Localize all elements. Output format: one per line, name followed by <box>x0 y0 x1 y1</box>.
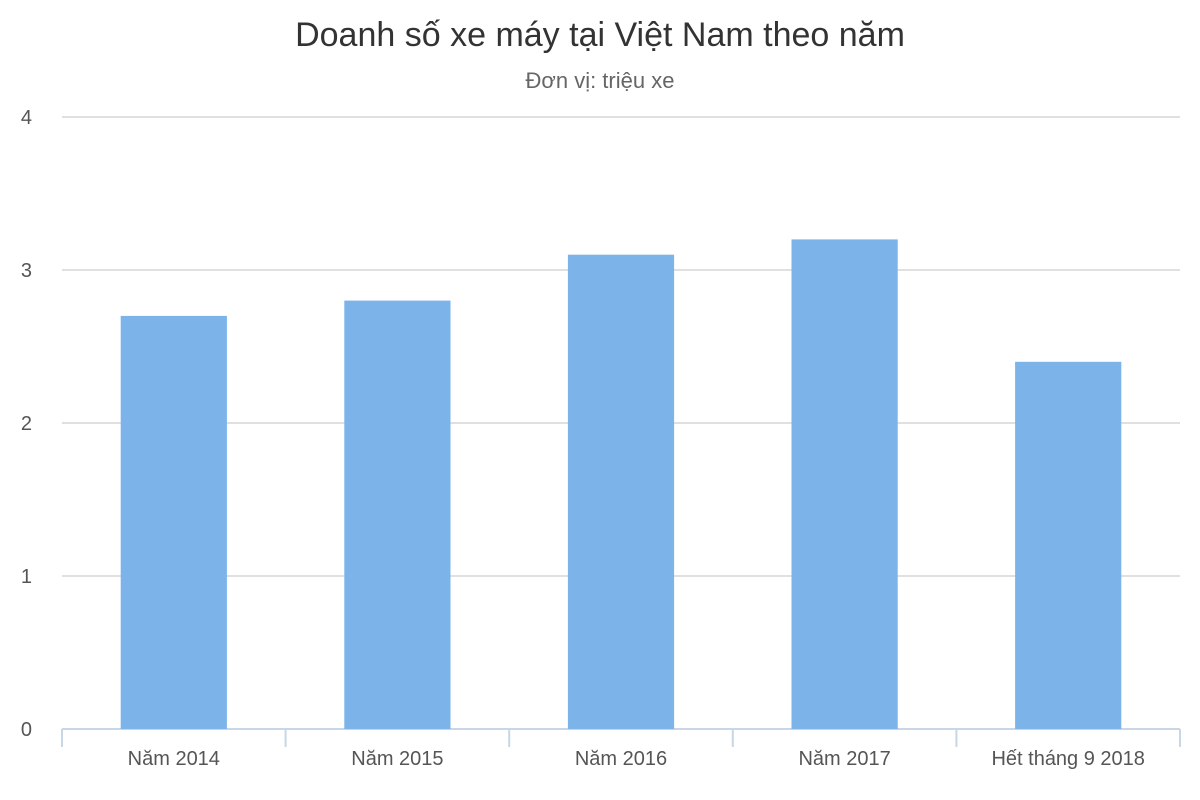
x-tick-label: Năm 2016 <box>575 748 667 770</box>
chart-subtitle: Đơn vị: triệu xe <box>525 68 675 93</box>
y-tick-label: 4 <box>21 107 32 129</box>
bar <box>344 300 451 729</box>
x-tick-label: Năm 2014 <box>128 748 220 770</box>
y-tick-label: 3 <box>21 260 32 282</box>
bar <box>120 315 227 729</box>
bar <box>567 254 675 729</box>
x-tick-label: Năm 2017 <box>798 748 890 770</box>
bar <box>791 239 898 729</box>
chart-title: Doanh số xe máy tại Việt Nam theo năm <box>295 16 905 54</box>
x-tick-label: Năm 2015 <box>351 748 443 770</box>
x-tick-label: Hết tháng 9 2018 <box>991 748 1144 770</box>
bar <box>1015 361 1122 729</box>
y-tick-label: 2 <box>21 413 32 435</box>
y-tick-label: 1 <box>21 566 32 588</box>
y-tick-label: 0 <box>21 719 32 741</box>
